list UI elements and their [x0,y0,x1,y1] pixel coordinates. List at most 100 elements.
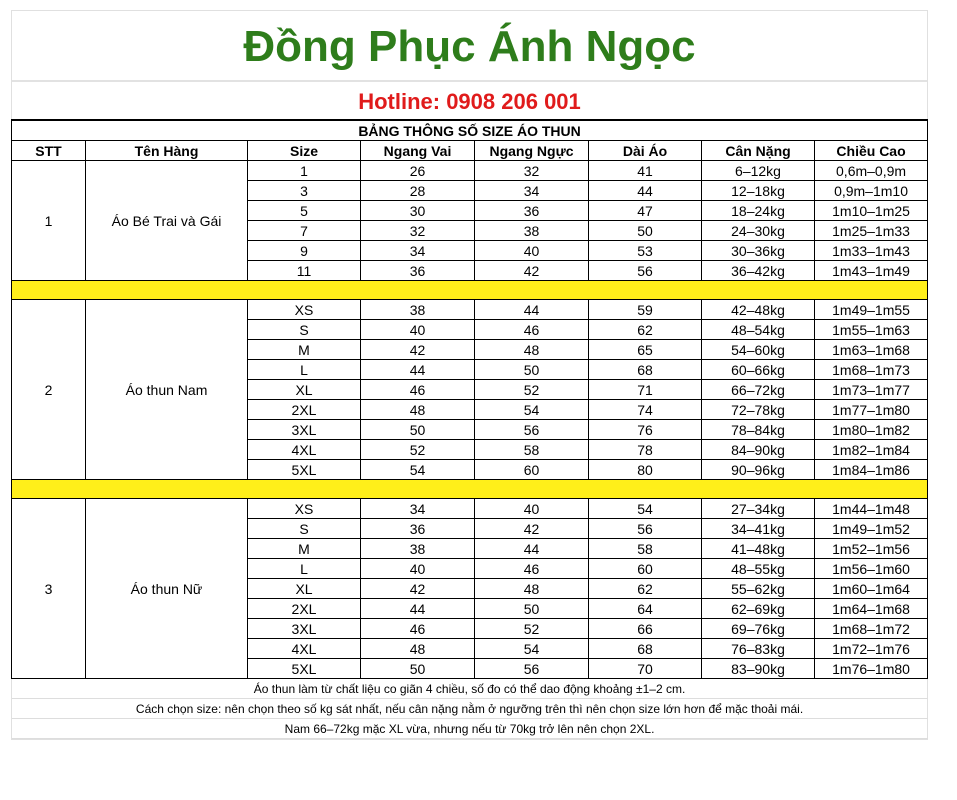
ngang-vai-cell: 26 [360,160,475,181]
group-separator [10,280,929,300]
chieu-cao-cell: 1m25–1m33 [813,220,929,241]
dai-ao-cell: 59 [588,299,702,320]
note-text: Áo thun làm từ chất liệu co giãn 4 chiều… [11,678,928,699]
ngang-nguc-cell: 50 [474,598,589,619]
column-header: Tên Hàng [85,140,248,161]
ngang-vai-cell: 34 [360,240,475,261]
dai-ao-cell: 71 [588,379,702,400]
ngang-vai-cell: 42 [360,578,475,599]
table-row: 2XL 48 54 74 72–78kg 1m77–1m80 [12,399,929,420]
chieu-cao-cell: 1m73–1m77 [813,379,929,400]
chieu-cao-cell: 1m82–1m84 [813,439,929,460]
ngang-nguc-cell: 46 [474,319,589,340]
dai-ao-cell: 54 [588,498,702,519]
column-header: Ngang Vai [360,140,475,161]
ngang-vai-cell: 30 [360,200,475,221]
can-nang-cell: 30–36kg [701,240,815,261]
ngang-vai-cell: 44 [360,598,475,619]
can-nang-cell: 54–60kg [701,339,815,360]
dai-ao-cell: 53 [588,240,702,261]
dai-ao-cell: 76 [588,419,702,440]
note-text: Nam 66–72kg mặc XL vừa, nhưng nếu từ 70k… [11,718,928,739]
ngang-nguc-cell: 56 [474,419,589,440]
can-nang-cell: 90–96kg [701,459,815,480]
ngang-nguc-cell: 50 [474,359,589,380]
size-cell: 5 [247,200,361,221]
size-table: BẢNG THÔNG SỐ SIZE ÁO THUN STT Tên Hàng Si… [10,119,929,739]
ngang-vai-cell: 40 [360,558,475,579]
chieu-cao-cell: 1m55–1m63 [813,319,929,340]
dai-ao-cell: 68 [588,359,702,380]
size-cell: 11 [247,260,361,281]
ngang-nguc-cell: 52 [474,379,589,400]
ngang-vai-cell: 38 [360,299,475,320]
chieu-cao-cell: 1m76–1m80 [813,658,929,679]
column-header: Dài Áo [588,140,702,161]
column-header: STT [11,140,86,161]
ngang-vai-cell: 28 [360,180,475,201]
ngang-nguc-cell: 36 [474,200,589,221]
can-nang-cell: 66–72kg [701,379,815,400]
brand-title: Đồng Phục Ánh Ngọc [12,11,927,82]
dai-ao-cell: 80 [588,459,702,480]
separator-cell [10,479,929,499]
ngang-vai-cell: 34 [360,498,475,519]
dai-ao-cell: 68 [588,638,702,659]
ngang-nguc-cell: 52 [474,618,589,639]
chieu-cao-cell: 1m77–1m80 [813,399,929,420]
ngang-vai-cell: 48 [360,399,475,420]
hotline: Hotline: 0908 206 001 [358,89,581,114]
chieu-cao-cell: 1m68–1m73 [813,359,929,380]
note-row: Cách chọn size: nên chọn theo số kg sát … [11,698,928,719]
size-cell: 3XL [247,618,361,639]
size-cell: L [247,558,361,579]
table-row: L 44 50 68 60–66kg 1m68–1m73 [12,359,929,380]
table-row: 5XL 54 60 80 90–96kg 1m84–1m86 [12,459,929,480]
chieu-cao-cell: 1m49–1m52 [813,518,929,539]
size-cell: 3 [247,180,361,201]
ngang-vai-cell: 40 [360,319,475,340]
ngang-nguc-cell: 34 [474,180,589,201]
size-cell: 4XL [247,638,361,659]
size-cell: L [247,359,361,380]
ngang-nguc-cell: 54 [474,638,589,659]
chieu-cao-cell: 1m68–1m72 [813,618,929,639]
table-row: 2 Áo thun Nam XS 38 44 59 42–48kg 1m49–1m55 [11,299,929,480]
chieu-cao-cell: 1m84–1m86 [813,459,929,480]
ngang-nguc-cell: 54 [474,399,589,420]
dai-ao-cell: 56 [588,260,702,281]
chieu-cao-cell: 1m10–1m25 [813,200,929,221]
ngang-nguc-cell: 48 [474,339,589,360]
chieu-cao-cell: 1m60–1m64 [813,578,929,599]
dai-ao-cell: 65 [588,339,702,360]
product-name-cell: Áo thun Nam [85,299,248,480]
table-row: M 38 44 58 41–48kg 1m52–1m56 [12,538,929,559]
size-cell: 5XL [247,459,361,480]
dai-ao-cell: 62 [588,319,702,340]
can-nang-cell: 55–62kg [701,578,815,599]
ngang-nguc-cell: 46 [474,558,589,579]
can-nang-cell: 76–83kg [701,638,815,659]
ngang-vai-cell: 50 [360,658,475,679]
ngang-vai-cell: 32 [360,220,475,241]
stt-cell: 2 [11,299,86,480]
size-cell: XS [247,498,361,519]
stt-cell: 1 [11,160,86,281]
chieu-cao-cell: 1m64–1m68 [813,598,929,619]
dai-ao-cell: 74 [588,399,702,420]
can-nang-cell: 36–42kg [701,260,815,281]
ngang-vai-cell: 44 [360,359,475,380]
ngang-vai-cell: 42 [360,339,475,360]
can-nang-cell: 72–78kg [701,399,815,420]
chieu-cao-cell: 1m72–1m76 [813,638,929,659]
table-row: 1 Áo Bé Trai và Gái 1 26 32 41 6–12kg 0,6m–0,9m [11,160,929,281]
table-row: 3 Áo thun Nữ XS 34 40 54 27–34kg 1m44–1m48 [11,498,929,679]
ngang-nguc-cell: 44 [474,299,589,320]
dai-ao-cell: 60 [588,558,702,579]
size-cell: 2XL [247,598,361,619]
can-nang-cell: 83–90kg [701,658,815,679]
table-row: S 36 42 56 34–41kg 1m49–1m52 [12,518,929,539]
chieu-cao-cell: 1m49–1m55 [813,299,929,320]
can-nang-cell: 27–34kg [701,498,815,519]
ngang-nguc-cell: 32 [474,160,589,181]
